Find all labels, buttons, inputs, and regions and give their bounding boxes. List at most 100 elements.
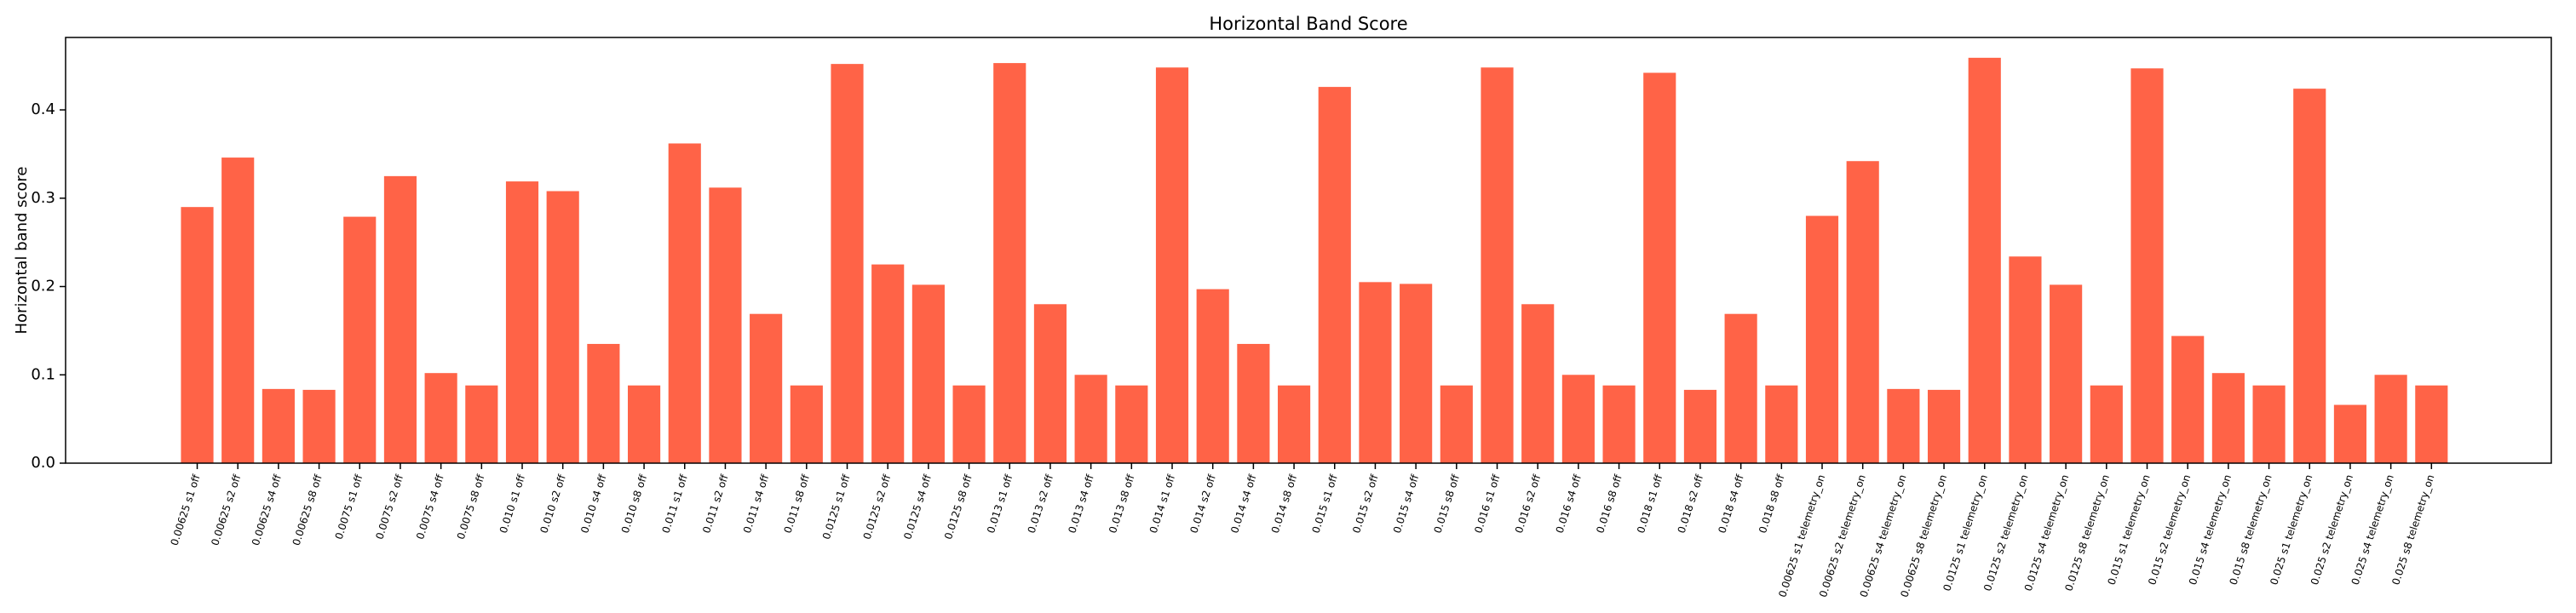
- bar: [1643, 72, 1676, 463]
- x-tick-label: 0.014 s4 off: [1228, 473, 1259, 535]
- x-tick-label: 0.016 s1 off: [1472, 473, 1503, 535]
- y-tick-label: 0.1: [31, 365, 55, 383]
- x-tick-label: 0.00625 s1 telemetry_on: [1776, 473, 1827, 599]
- x-tick-label: 0.00625 s8 off: [290, 473, 325, 547]
- bar: [1805, 215, 1839, 463]
- bar: [465, 385, 498, 463]
- x-tick-label: 0.016 s8 off: [1594, 473, 1624, 535]
- bar: [1724, 313, 1757, 463]
- bar: [1765, 385, 1798, 463]
- bar: [1927, 389, 1961, 463]
- x-tick-label: 0.010 s1 off: [497, 473, 528, 535]
- x-tick-label: 0.00625 s2 telemetry_on: [1817, 473, 1868, 599]
- x-tick-label: 0.015 s8 off: [1432, 473, 1463, 535]
- bar: [2374, 375, 2407, 463]
- x-tick-label: 0.015 s4 off: [1391, 473, 1422, 535]
- bar: [993, 63, 1026, 464]
- x-tick-label: 0.018 s8 off: [1757, 473, 1787, 535]
- bar: [831, 64, 864, 463]
- y-axis-label: Horizontal band score: [13, 166, 31, 334]
- x-tick-label: 0.015 s2 off: [1350, 473, 1381, 535]
- x-tick-label: 0.010 s4 off: [578, 473, 609, 535]
- bar: [668, 143, 701, 463]
- bar: [627, 385, 661, 463]
- bar: [2090, 385, 2123, 463]
- bar: [1196, 289, 1229, 463]
- x-tick-label: 0.0125 s8 telemetry_on: [2062, 473, 2112, 593]
- bar: [1561, 375, 1595, 463]
- x-tick-label: 0.015 s1 off: [1310, 473, 1341, 535]
- bar: [1887, 388, 1920, 463]
- x-tick-label: 0.0125 s8 off: [942, 473, 975, 541]
- x-tick-label: 0.016 s2 off: [1513, 473, 1544, 535]
- x-tick-label: 0.018 s4 off: [1716, 473, 1746, 535]
- bar: [221, 158, 255, 463]
- x-tick-label: 0.015 s8 telemetry_on: [2228, 473, 2274, 587]
- bar: [1968, 57, 2001, 464]
- x-tick-label: 0.0125 s4 telemetry_on: [2022, 473, 2072, 593]
- bar: [2415, 385, 2448, 463]
- bar: [1846, 161, 1879, 463]
- bar: [546, 191, 579, 463]
- bar: [262, 388, 295, 463]
- x-tick-label: 0.011 s4 off: [741, 473, 772, 535]
- bar: [1074, 375, 1107, 463]
- bar: [2293, 89, 2326, 463]
- bar: [2252, 385, 2286, 463]
- x-tick-label: 0.0075 s8 off: [455, 473, 487, 541]
- x-tick-label: 0.00625 s1 off: [169, 473, 203, 547]
- x-tick-label: 0.013 s8 off: [1107, 473, 1137, 535]
- x-tick-label: 0.010 s8 off: [619, 473, 650, 535]
- bar: [1602, 385, 1636, 463]
- bar: [302, 389, 336, 463]
- x-tick-label: 0.0075 s4 off: [414, 473, 446, 541]
- x-tick-label: 0.0125 s4 off: [901, 473, 934, 541]
- x-tick-label: 0.013 s2 off: [1026, 473, 1056, 535]
- bar: [424, 373, 457, 463]
- bar: [1318, 87, 1351, 464]
- x-tick-label: 0.013 s1 off: [985, 473, 1015, 535]
- x-tick-label: 0.018 s2 off: [1676, 473, 1706, 535]
- x-tick-label: 0.0125 s2 off: [861, 473, 894, 541]
- bar: [1115, 385, 1148, 463]
- plot-frame: [65, 37, 2552, 464]
- bar: [1033, 304, 1067, 463]
- bar: [911, 284, 945, 463]
- bar: [871, 264, 905, 463]
- bar: [1155, 67, 1189, 463]
- x-tick-label: 0.025 s2 telemetry_on: [2309, 473, 2355, 587]
- x-tick-label: 0.015 s1 telemetry_on: [2106, 473, 2153, 587]
- x-tick-label: 0.011 s2 off: [700, 473, 731, 535]
- x-tick-label: 0.014 s8 off: [1269, 473, 1300, 535]
- bar: [505, 181, 539, 463]
- y-tick-label: 0.0: [31, 454, 55, 472]
- bar: [790, 385, 823, 463]
- x-tick-label: 0.0125 s1 telemetry_on: [1941, 473, 1990, 593]
- bar: [1683, 389, 1717, 463]
- x-tick-label: 0.025 s4 telemetry_on: [2349, 473, 2396, 587]
- x-tick-label: 0.014 s1 off: [1147, 473, 1178, 535]
- bar: [1237, 343, 1270, 463]
- bar: [343, 216, 377, 463]
- x-tick-label: 0.016 s4 off: [1554, 473, 1584, 535]
- bar: [1359, 282, 1392, 463]
- x-tick-label: 0.015 s4 telemetry_on: [2187, 473, 2234, 587]
- x-tick-label: 0.00625 s8 telemetry_on: [1898, 473, 1949, 599]
- bar: [1481, 67, 1514, 463]
- x-tick-label: 0.010 s2 off: [538, 473, 568, 535]
- bar: [1277, 385, 1311, 463]
- x-tick-label: 0.0125 s2 telemetry_on: [1981, 473, 2031, 593]
- bar: [1440, 385, 1473, 463]
- bar: [2130, 68, 2164, 463]
- x-tick-label: 0.0075 s1 off: [333, 473, 365, 541]
- y-tick-label: 0.4: [31, 100, 55, 118]
- x-tick-label: 0.011 s1 off: [660, 473, 691, 535]
- bar: [750, 313, 783, 463]
- y-tick-label: 0.3: [31, 189, 55, 207]
- bar: [2333, 404, 2367, 463]
- bar: [2009, 256, 2042, 463]
- bar: [2050, 284, 2083, 463]
- bar: [2211, 373, 2245, 463]
